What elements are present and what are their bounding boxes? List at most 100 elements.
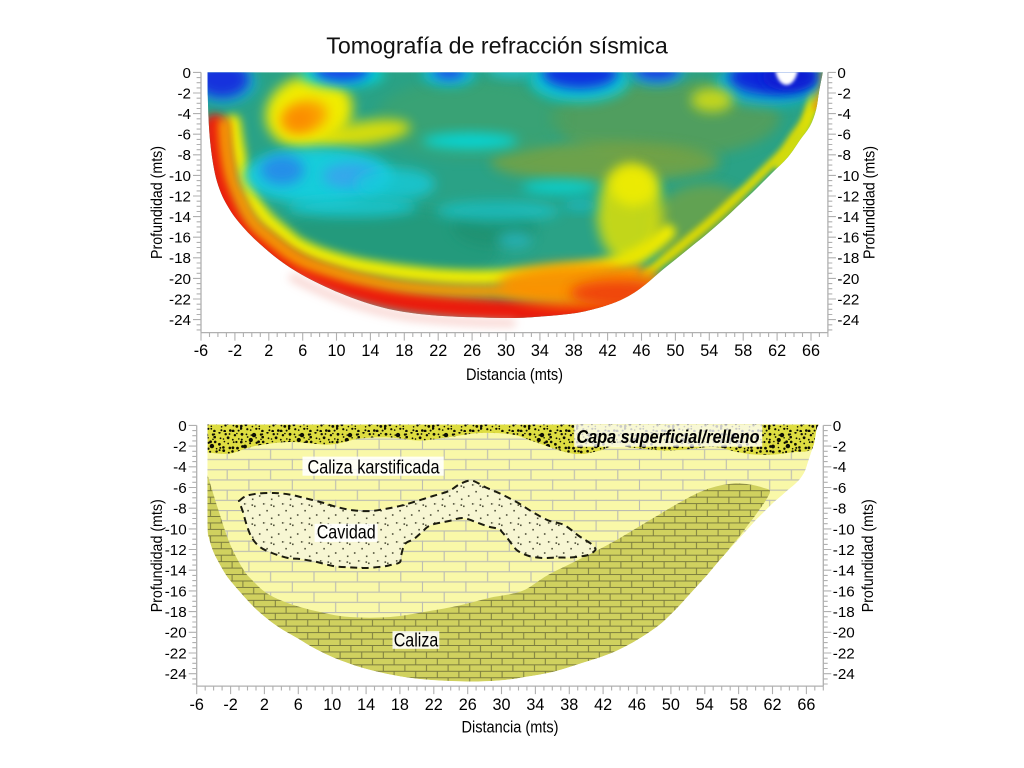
svg-text:-18: -18 bbox=[837, 250, 859, 267]
svg-text:30: 30 bbox=[497, 342, 515, 360]
svg-text:Profundidad (mts): Profundidad (mts) bbox=[149, 499, 166, 612]
svg-text:66: 66 bbox=[797, 696, 815, 714]
svg-text:-6: -6 bbox=[177, 127, 191, 144]
svg-text:34: 34 bbox=[531, 342, 549, 360]
svg-text:-24: -24 bbox=[837, 312, 859, 329]
svg-text:-24: -24 bbox=[169, 312, 191, 329]
svg-text:0: 0 bbox=[833, 418, 841, 435]
svg-text:Profundidad (mts): Profundidad (mts) bbox=[860, 499, 877, 612]
svg-text:0: 0 bbox=[183, 65, 191, 82]
svg-text:50: 50 bbox=[662, 696, 680, 714]
svg-text:-6: -6 bbox=[833, 480, 847, 497]
svg-text:58: 58 bbox=[734, 342, 752, 360]
svg-text:34: 34 bbox=[526, 696, 544, 714]
svg-text:Tomografía de refracción sísmi: Tomografía de refracción sísmica bbox=[326, 33, 668, 59]
svg-text:-16: -16 bbox=[833, 583, 855, 600]
svg-text:62: 62 bbox=[763, 696, 781, 714]
svg-text:54: 54 bbox=[696, 696, 714, 714]
svg-text:22: 22 bbox=[425, 696, 443, 714]
svg-text:18: 18 bbox=[395, 342, 413, 360]
svg-text:66: 66 bbox=[802, 342, 820, 360]
svg-text:-8: -8 bbox=[173, 501, 187, 518]
svg-text:-22: -22 bbox=[837, 291, 859, 308]
svg-text:-12: -12 bbox=[169, 188, 191, 205]
svg-text:-24: -24 bbox=[165, 666, 187, 683]
svg-text:-20: -20 bbox=[169, 271, 191, 288]
svg-text:46: 46 bbox=[632, 342, 650, 360]
svg-text:Caliza karstificada: Caliza karstificada bbox=[308, 457, 440, 478]
svg-text:26: 26 bbox=[463, 342, 481, 360]
svg-text:Distancia (mts): Distancia (mts) bbox=[466, 366, 563, 384]
svg-text:-6: -6 bbox=[194, 342, 208, 360]
svg-text:38: 38 bbox=[565, 342, 583, 360]
svg-text:Profundidad (mts): Profundidad (mts) bbox=[149, 146, 166, 259]
svg-text:-4: -4 bbox=[177, 106, 191, 123]
svg-text:-16: -16 bbox=[837, 230, 859, 247]
svg-text:-4: -4 bbox=[173, 459, 187, 476]
svg-text:26: 26 bbox=[459, 696, 477, 714]
svg-text:-16: -16 bbox=[165, 583, 187, 600]
svg-text:-10: -10 bbox=[165, 521, 187, 538]
svg-text:-22: -22 bbox=[169, 291, 191, 308]
svg-text:2: 2 bbox=[260, 696, 269, 714]
svg-text:-8: -8 bbox=[837, 147, 851, 164]
svg-text:Capa superficial/relleno: Capa superficial/relleno bbox=[577, 426, 760, 447]
svg-text:-14: -14 bbox=[833, 563, 855, 580]
svg-text:14: 14 bbox=[361, 342, 379, 360]
svg-text:-14: -14 bbox=[169, 209, 191, 226]
svg-text:-22: -22 bbox=[833, 645, 855, 662]
svg-text:2: 2 bbox=[264, 342, 273, 360]
svg-text:10: 10 bbox=[327, 342, 345, 360]
svg-text:-2: -2 bbox=[223, 696, 237, 714]
svg-text:42: 42 bbox=[599, 342, 617, 360]
svg-text:-2: -2 bbox=[833, 439, 847, 456]
svg-text:18: 18 bbox=[391, 696, 409, 714]
svg-text:-24: -24 bbox=[833, 666, 855, 683]
svg-text:-6: -6 bbox=[837, 127, 851, 144]
svg-text:-12: -12 bbox=[165, 542, 187, 559]
svg-text:54: 54 bbox=[700, 342, 718, 360]
svg-text:-20: -20 bbox=[833, 625, 855, 642]
svg-text:50: 50 bbox=[666, 342, 684, 360]
svg-text:-4: -4 bbox=[833, 459, 847, 476]
svg-text:38: 38 bbox=[560, 696, 578, 714]
svg-text:62: 62 bbox=[768, 342, 786, 360]
svg-text:-6: -6 bbox=[189, 696, 203, 714]
svg-text:Caliza: Caliza bbox=[394, 630, 439, 651]
svg-text:-4: -4 bbox=[837, 106, 851, 123]
svg-text:-10: -10 bbox=[837, 168, 859, 185]
svg-text:-20: -20 bbox=[837, 271, 859, 288]
svg-text:Distancia (mts): Distancia (mts) bbox=[462, 719, 559, 737]
svg-text:-8: -8 bbox=[833, 501, 847, 518]
svg-text:0: 0 bbox=[178, 418, 186, 435]
svg-text:-2: -2 bbox=[177, 85, 191, 102]
svg-text:-10: -10 bbox=[833, 521, 855, 538]
svg-text:-18: -18 bbox=[169, 250, 191, 267]
svg-text:-14: -14 bbox=[165, 563, 187, 580]
svg-text:42: 42 bbox=[594, 696, 612, 714]
svg-text:6: 6 bbox=[298, 342, 307, 360]
svg-text:-20: -20 bbox=[165, 625, 187, 642]
svg-text:-2: -2 bbox=[173, 439, 187, 456]
svg-text:Cavidad: Cavidad bbox=[317, 522, 376, 543]
svg-text:-12: -12 bbox=[837, 188, 859, 205]
svg-text:22: 22 bbox=[429, 342, 447, 360]
svg-text:-10: -10 bbox=[169, 168, 191, 185]
svg-text:-18: -18 bbox=[165, 604, 187, 621]
svg-text:58: 58 bbox=[730, 696, 748, 714]
svg-text:10: 10 bbox=[323, 696, 341, 714]
svg-text:-8: -8 bbox=[177, 147, 191, 164]
svg-text:-12: -12 bbox=[833, 542, 855, 559]
svg-text:Profundidad (mts): Profundidad (mts) bbox=[862, 146, 879, 259]
svg-text:30: 30 bbox=[492, 696, 510, 714]
svg-text:-2: -2 bbox=[837, 85, 851, 102]
svg-text:14: 14 bbox=[357, 696, 375, 714]
svg-text:6: 6 bbox=[294, 696, 303, 714]
svg-text:-22: -22 bbox=[165, 645, 187, 662]
svg-text:46: 46 bbox=[628, 696, 646, 714]
svg-text:-2: -2 bbox=[228, 342, 242, 360]
svg-text:-14: -14 bbox=[837, 209, 859, 226]
svg-text:0: 0 bbox=[837, 65, 845, 82]
svg-text:-6: -6 bbox=[173, 480, 187, 497]
svg-text:-18: -18 bbox=[833, 604, 855, 621]
